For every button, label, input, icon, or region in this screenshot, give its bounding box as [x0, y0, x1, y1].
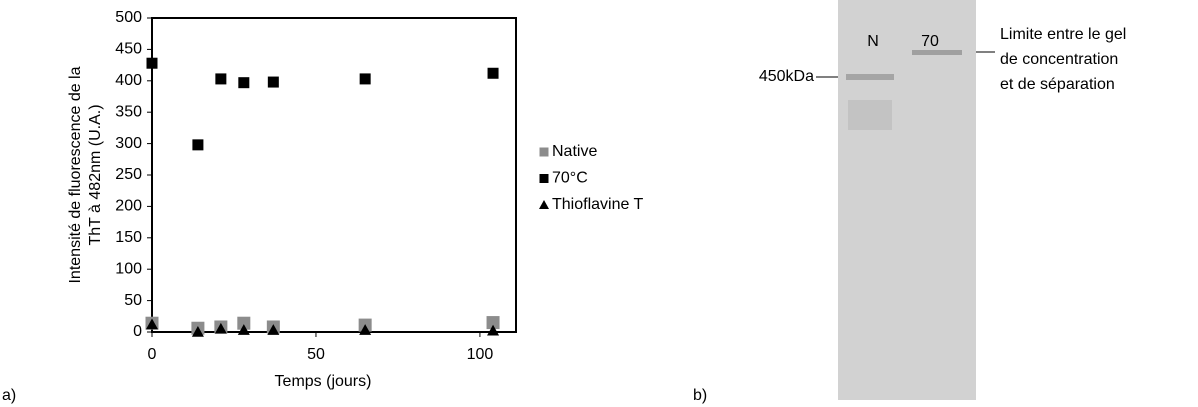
gel-image	[838, 0, 976, 400]
point	[267, 324, 280, 335]
legend-marker	[539, 147, 549, 157]
x-tick-label: 50	[307, 346, 325, 363]
y-tick-label: 250	[115, 166, 142, 183]
point	[237, 324, 250, 335]
x-axis-label: Temps (jours)	[275, 373, 372, 390]
y-tick-label: 50	[124, 292, 142, 309]
y-tick-label: 100	[115, 260, 142, 277]
point	[191, 326, 204, 337]
y-tick-label: 300	[115, 135, 142, 152]
lane-label: 70	[921, 33, 939, 50]
marker-label: 450kDa	[759, 68, 814, 85]
y-tick-label: 450	[115, 41, 142, 58]
gel-smear	[848, 100, 892, 130]
legend-label: Native	[552, 143, 597, 160]
gel: N 70 450kDa Limite entre le gel de conce…	[759, 0, 1126, 400]
legend-marker	[539, 200, 549, 209]
panel-label: b)	[693, 387, 707, 404]
legend-label: 70°C	[552, 170, 588, 187]
x-tick-label: 100	[467, 346, 494, 363]
annotation: Limite entre le gel	[1000, 26, 1126, 43]
y-tick-label: 350	[115, 103, 142, 120]
y-axis-label: Intensité de fluorescence de la	[67, 66, 84, 283]
legend-marker	[539, 174, 549, 183]
legend-label: Thioflavine T	[552, 196, 644, 213]
y-tick-label: 500	[115, 9, 142, 26]
y-tick-label: 150	[115, 229, 142, 246]
point	[486, 316, 500, 330]
point	[238, 77, 250, 89]
y-tick-label: 0	[133, 323, 142, 340]
point	[267, 76, 279, 88]
annotation: et de séparation	[1000, 76, 1115, 93]
point	[146, 318, 158, 330]
y-tick-label: 200	[115, 198, 142, 215]
point	[487, 67, 499, 79]
x-tick-label: 0	[148, 346, 157, 363]
point	[215, 73, 227, 85]
point	[214, 322, 227, 334]
point	[192, 139, 204, 151]
lane-label: N	[867, 33, 879, 50]
point	[359, 73, 371, 85]
point	[146, 57, 158, 69]
point	[359, 324, 372, 335]
gel-band	[912, 50, 962, 55]
point	[237, 316, 251, 330]
point	[487, 324, 500, 336]
y-axis-label: ThT à 482nm (U.A.)	[87, 104, 104, 245]
panel-label: a)	[2, 387, 16, 404]
plot-frame	[151, 17, 517, 333]
y-tick-label: 400	[115, 72, 142, 89]
annotation: de concentration	[1000, 51, 1118, 68]
gel-band	[846, 74, 894, 80]
